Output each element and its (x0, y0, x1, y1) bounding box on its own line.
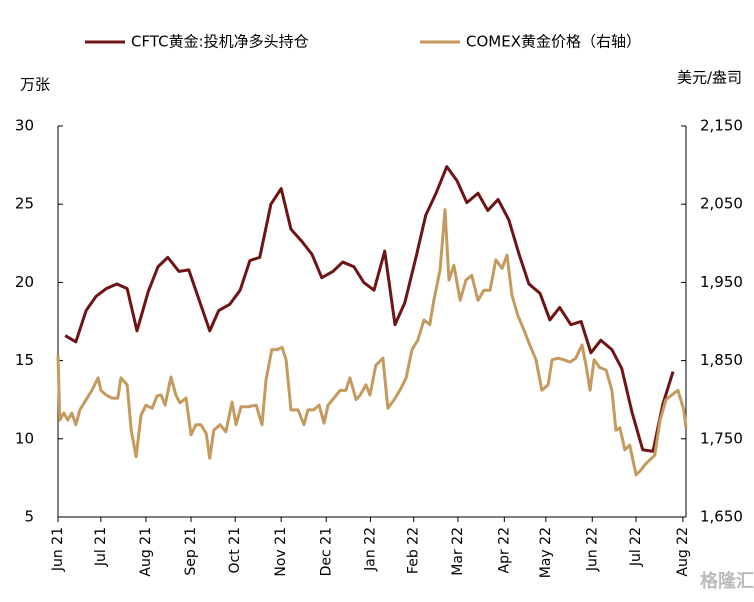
series-line (56, 208, 688, 477)
legend-label: CFTC黄金:投机净多头持仓 (131, 33, 309, 51)
x-tick-label: Apr 22 (496, 527, 512, 573)
x-tick-label: Jul 21 (93, 527, 109, 567)
x-tick-label: Jan 22 (362, 527, 378, 572)
y-tick-label: 15 (15, 351, 34, 369)
x-tick-label: Nov 21 (273, 527, 289, 577)
y-tick-label: 10 (15, 429, 34, 447)
x-tick-label: Aug 21 (138, 527, 154, 577)
y2-axis-unit: 美元/盎司 (677, 69, 742, 87)
y-tick-label: 30 (15, 117, 34, 135)
y-tick-label: 20 (15, 273, 34, 291)
x-tick-label: May 22 (538, 527, 554, 578)
y2-tick-label: 1,950 (700, 273, 743, 291)
y2-tick-label: 1,750 (700, 429, 743, 447)
y2-tick-label: 1,650 (700, 508, 743, 526)
x-tick-label: Jul 22 (628, 527, 644, 567)
series-line (64, 165, 675, 453)
x-tick-label: Aug 22 (675, 527, 691, 577)
y2-tick-label: 1,850 (700, 351, 743, 369)
y-tick-label: 25 (15, 195, 34, 213)
x-tick-label: Sep 21 (183, 527, 199, 576)
x-tick-label: Jun 22 (584, 527, 600, 572)
x-tick-label: Jun 21 (50, 527, 66, 572)
y2-tick-label: 2,050 (700, 195, 743, 213)
y-tick-label: 5 (24, 508, 34, 526)
x-tick-label: Feb 22 (406, 527, 422, 574)
y-axis-unit: 万张 (20, 76, 50, 94)
x-tick-label: Dec 21 (318, 527, 334, 576)
x-tick-label: Oct 21 (227, 527, 243, 573)
legend-label: COMEX黄金价格（右轴） (466, 33, 641, 51)
y2-tick-label: 2,150 (700, 117, 743, 135)
x-tick-label: Mar 22 (450, 527, 466, 576)
watermark: 格隆汇 (700, 570, 754, 592)
